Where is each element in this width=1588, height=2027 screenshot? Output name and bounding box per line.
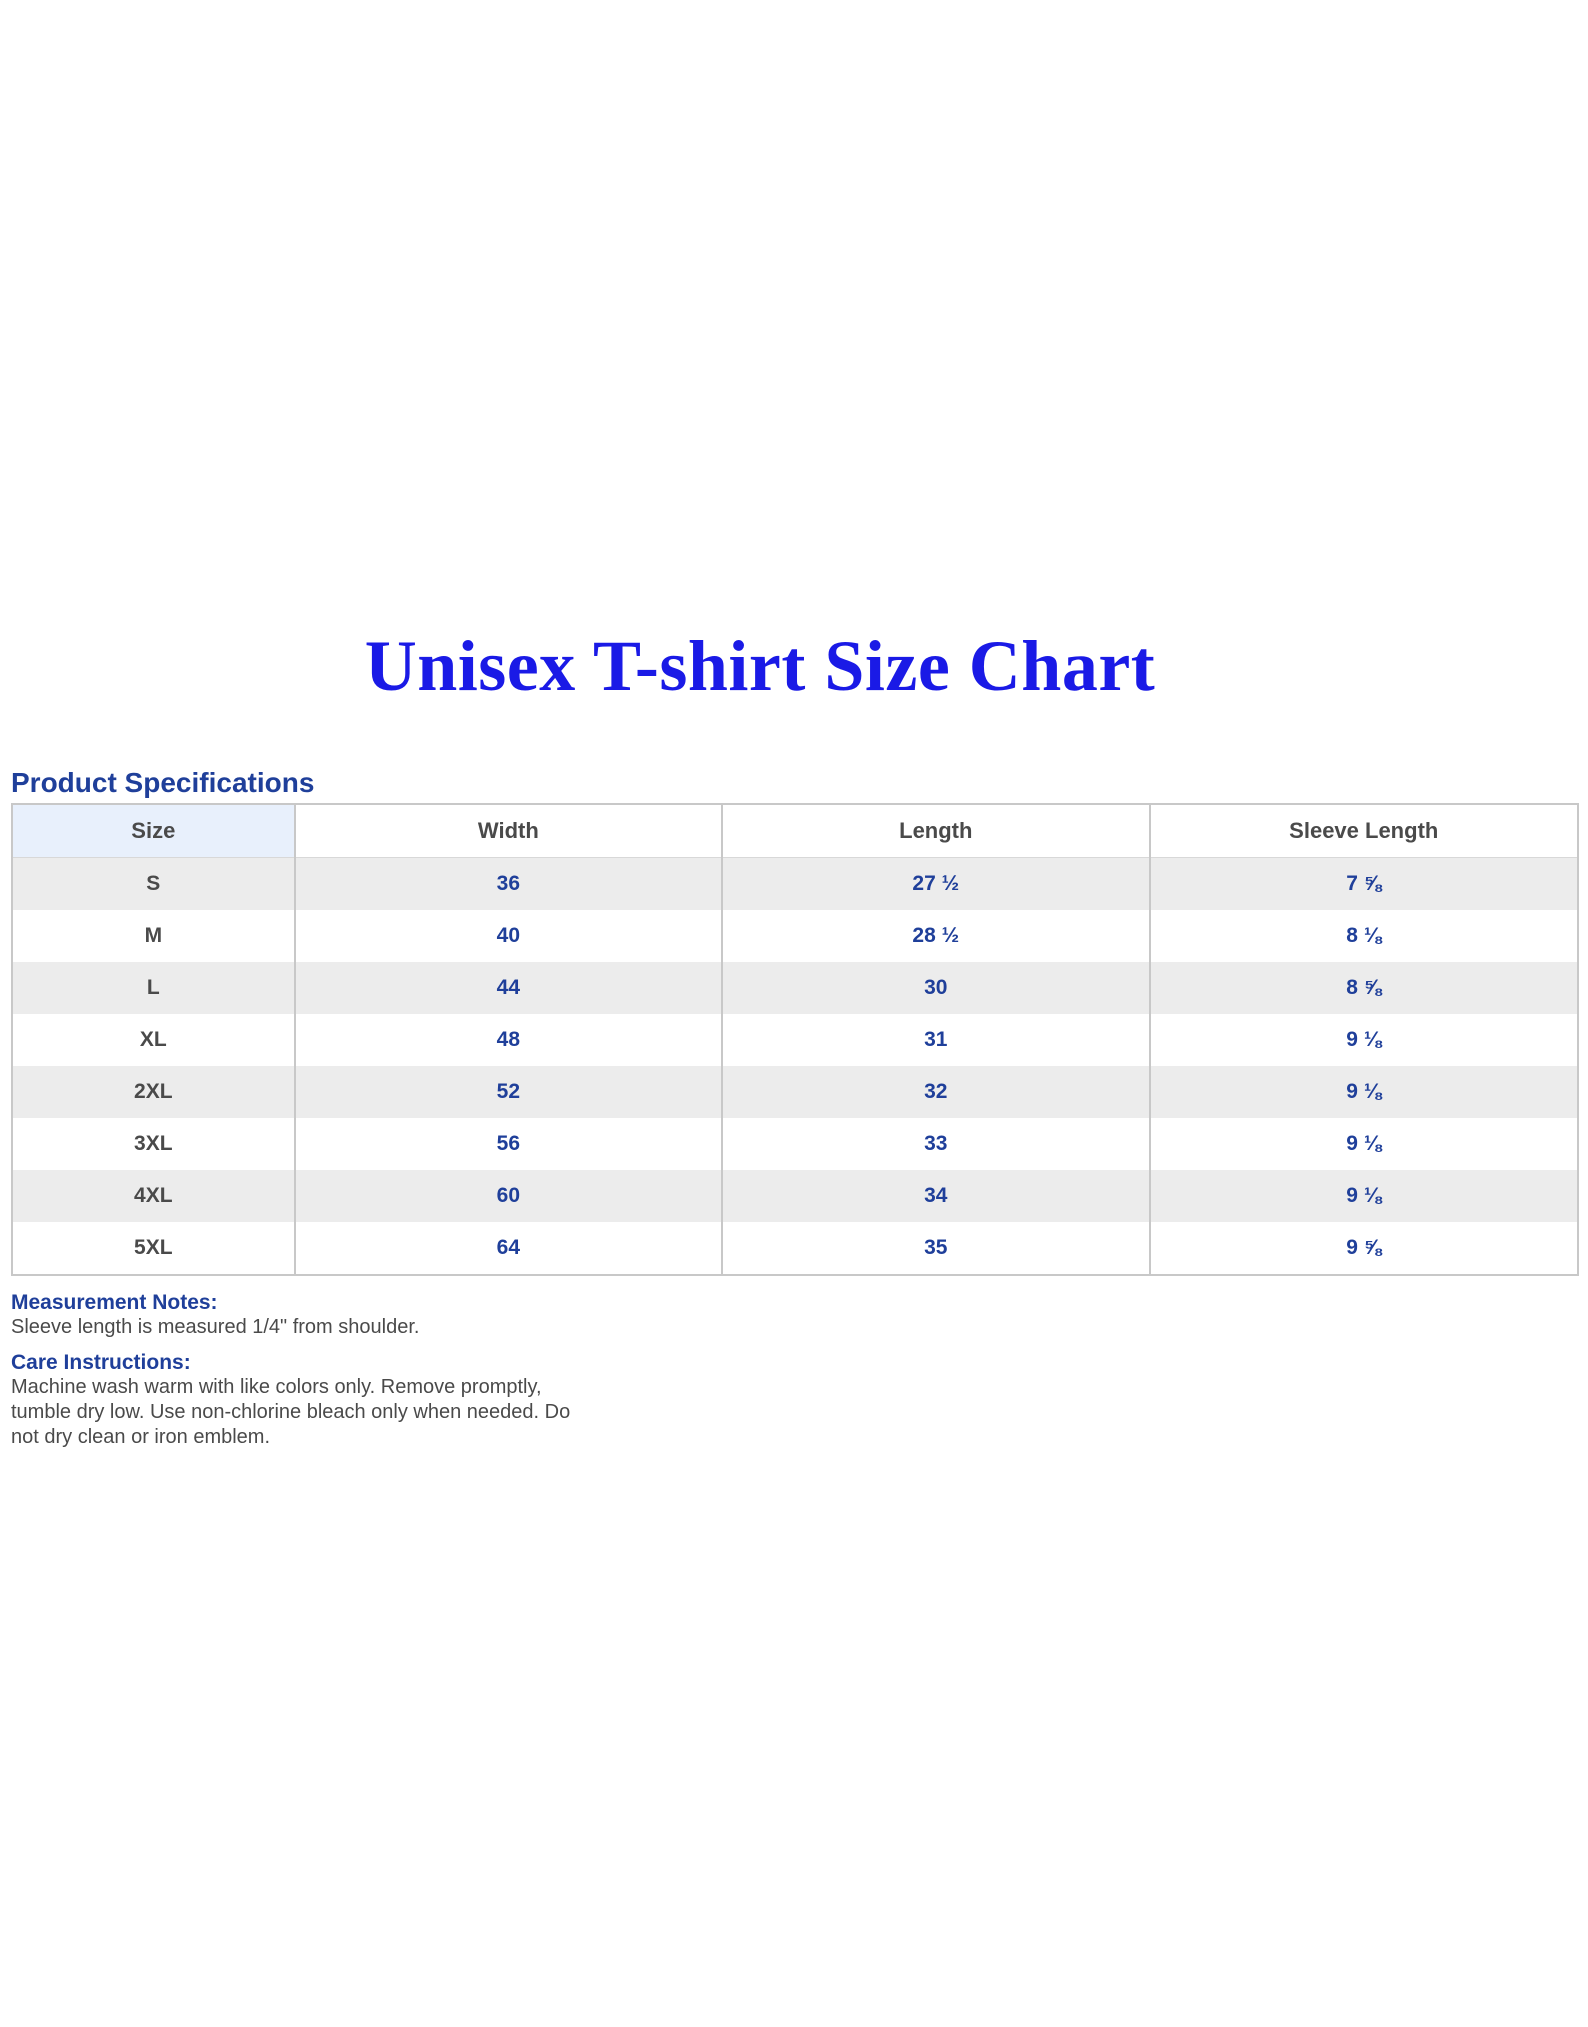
width-cell: 36 xyxy=(293,857,724,910)
length-cell: 34 xyxy=(721,1170,1151,1222)
measurement-notes-text: Sleeve length is measured 1/4" from shou… xyxy=(11,1316,420,1338)
section-title: Product Specifications xyxy=(11,767,315,798)
length-cell: 33 xyxy=(721,1118,1151,1170)
column-header-size: Size xyxy=(11,804,296,858)
size-cell: 3XL xyxy=(11,1118,296,1170)
column-header-length: Length xyxy=(721,804,1151,858)
table-row: 2XL 52 32 9 ⅛ xyxy=(11,1066,1580,1118)
care-instructions-text: Machine wash warm with like colors only.… xyxy=(11,1376,571,1448)
sleeve-cell: 8 ⅛ xyxy=(1148,910,1580,962)
size-cell: M xyxy=(11,910,296,962)
column-header-width: Width xyxy=(293,804,724,858)
table-header-row: Size Width Length Sleeve Length xyxy=(11,804,1580,858)
table-row: S 36 27 ½ 7 ⅝ xyxy=(11,857,1580,910)
length-cell: 30 xyxy=(721,962,1151,1014)
sleeve-cell: 7 ⅝ xyxy=(1148,857,1580,910)
sleeve-cell: 8 ⅝ xyxy=(1148,962,1580,1014)
page-title: Unisex T-shirt Size Chart xyxy=(364,626,1156,706)
sleeve-cell: 9 ⅛ xyxy=(1148,1170,1580,1222)
table-row: 3XL 56 33 9 ⅛ xyxy=(11,1118,1580,1170)
length-cell: 27 ½ xyxy=(721,857,1151,910)
length-cell: 28 ½ xyxy=(721,910,1151,962)
measurement-notes-heading: Measurement Notes: xyxy=(11,1291,218,1314)
width-cell: 52 xyxy=(293,1066,724,1118)
length-cell: 31 xyxy=(721,1014,1151,1066)
table-row: M 40 28 ½ 8 ⅛ xyxy=(11,910,1580,962)
size-spec-table: Size Width Length Sleeve Length S 36 27 … xyxy=(11,803,1580,1276)
width-cell: 48 xyxy=(293,1014,724,1066)
size-cell: XL xyxy=(11,1014,296,1066)
length-cell: 32 xyxy=(721,1066,1151,1118)
length-cell: 35 xyxy=(721,1222,1151,1275)
table-row: XL 48 31 9 ⅛ xyxy=(11,1014,1580,1066)
size-cell: 4XL xyxy=(11,1170,296,1222)
sleeve-cell: 9 ⅛ xyxy=(1148,1066,1580,1118)
table-row: 4XL 60 34 9 ⅛ xyxy=(11,1170,1580,1222)
width-cell: 40 xyxy=(293,910,724,962)
column-header-sleeve-length: Sleeve Length xyxy=(1148,804,1580,858)
sleeve-cell: 9 ⅛ xyxy=(1148,1118,1580,1170)
size-cell: 5XL xyxy=(11,1222,296,1275)
size-cell: L xyxy=(11,962,296,1014)
width-cell: 60 xyxy=(293,1170,724,1222)
table-row: 5XL 64 35 9 ⅝ xyxy=(11,1222,1580,1275)
table-row: L 44 30 8 ⅝ xyxy=(11,962,1580,1014)
size-cell: 2XL xyxy=(11,1066,296,1118)
notes-section: Measurement Notes: Sleeve length is meas… xyxy=(11,1290,611,1460)
care-instructions-heading: Care Instructions: xyxy=(11,1351,191,1374)
sleeve-cell: 9 ⅛ xyxy=(1148,1014,1580,1066)
width-cell: 64 xyxy=(293,1222,724,1275)
size-cell: S xyxy=(11,857,296,910)
sleeve-cell: 9 ⅝ xyxy=(1148,1222,1580,1275)
width-cell: 44 xyxy=(293,962,724,1014)
width-cell: 56 xyxy=(293,1118,724,1170)
